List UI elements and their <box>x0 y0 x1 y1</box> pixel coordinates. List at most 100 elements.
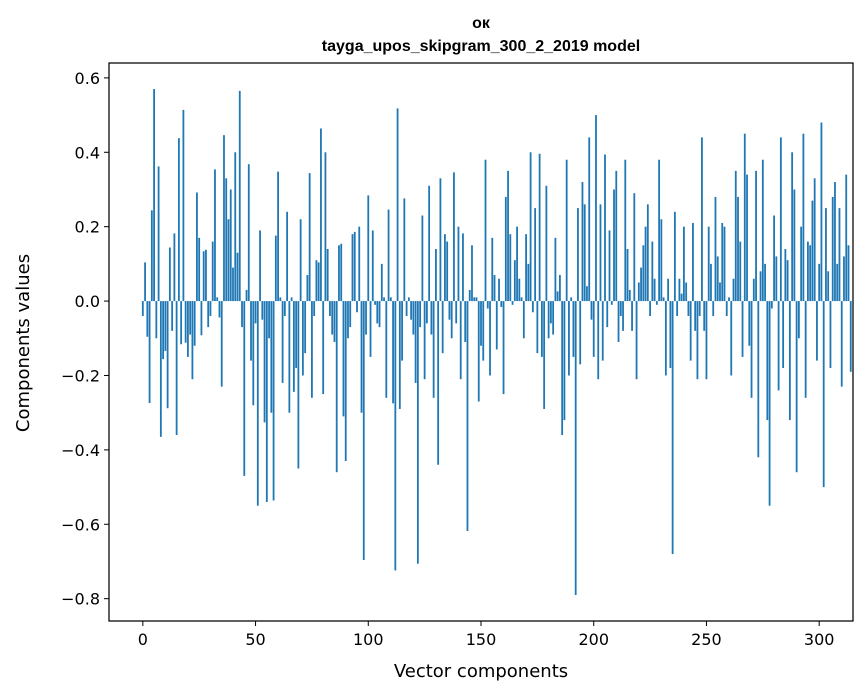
bar-308 <box>836 263 839 302</box>
bar-74 <box>308 173 311 302</box>
bar-37 <box>225 178 228 302</box>
bar-98 <box>362 301 365 560</box>
bar-30 <box>209 301 212 316</box>
bar-292 <box>800 226 803 302</box>
bar-251 <box>707 226 710 302</box>
bar-138 <box>453 172 455 302</box>
bar-105 <box>378 301 381 328</box>
bar-160 <box>502 301 505 395</box>
bar-293 <box>802 133 805 302</box>
bar-56 <box>268 301 270 339</box>
bar-131 <box>437 301 440 465</box>
bar-13 <box>171 301 174 331</box>
bar-92 <box>349 301 352 328</box>
bar-280 <box>773 215 775 302</box>
bar-135 <box>446 241 449 302</box>
bar-183 <box>554 237 557 302</box>
bar-195 <box>581 182 584 302</box>
bar-200 <box>592 301 595 357</box>
bar-137 <box>450 301 453 339</box>
bar-311 <box>843 256 845 302</box>
bar-284 <box>782 301 785 369</box>
bar-306 <box>831 196 834 302</box>
bar-121 <box>414 301 417 383</box>
bar-148 <box>475 297 478 302</box>
bar-115 <box>401 301 403 361</box>
y-axis-label: Components values <box>13 254 34 432</box>
bar-18 <box>182 109 185 302</box>
bar-272 <box>755 170 757 302</box>
bar-52 <box>259 230 261 302</box>
bar-47 <box>247 164 250 302</box>
bar-73 <box>306 275 309 302</box>
bar-132 <box>439 178 442 302</box>
bar-15 <box>175 301 178 435</box>
bar-168 <box>520 297 523 302</box>
bar-305 <box>829 301 832 369</box>
bar-185 <box>559 275 561 302</box>
bar-44 <box>241 301 243 328</box>
bar-203 <box>599 204 602 302</box>
bar-242 <box>687 301 690 316</box>
bar-281 <box>775 256 778 302</box>
bar-7 <box>157 166 160 302</box>
bar-70 <box>299 219 302 302</box>
bar-297 <box>811 200 814 302</box>
x-tick-label: 250 <box>691 630 722 649</box>
bar-107 <box>383 297 385 302</box>
x-tick-label: 300 <box>804 630 835 649</box>
bar-262 <box>732 278 735 302</box>
bar-2 <box>146 301 149 337</box>
bar-123 <box>419 301 422 328</box>
bar-206 <box>606 301 609 328</box>
bar-161 <box>504 196 507 302</box>
bar-118 <box>407 297 410 302</box>
bar-291 <box>797 301 800 339</box>
bar-223 <box>644 226 647 302</box>
bar-139 <box>455 301 458 324</box>
bar-129 <box>432 301 435 398</box>
bar-228 <box>655 301 658 305</box>
bar-117 <box>405 301 408 316</box>
bar-11 <box>166 301 169 409</box>
bar-235 <box>671 301 674 555</box>
bar-3 <box>148 301 151 404</box>
y-tick-label: −0.2 <box>61 366 100 385</box>
bar-188 <box>565 159 568 302</box>
bar-314 <box>849 301 852 372</box>
bar-210 <box>615 170 618 302</box>
bar-128 <box>430 301 433 335</box>
bar-269 <box>748 301 751 346</box>
bar-302 <box>822 301 825 488</box>
bar-108 <box>385 301 388 398</box>
bar-1 <box>144 262 146 302</box>
bar-64 <box>286 211 289 302</box>
bar-299 <box>816 301 818 361</box>
bar-157 <box>495 301 498 350</box>
bar-159 <box>500 301 503 308</box>
bar-48 <box>250 301 252 361</box>
bar-202 <box>597 301 600 380</box>
bar-204 <box>601 301 604 361</box>
x-tick-label: 200 <box>578 630 609 649</box>
bar-268 <box>746 174 748 302</box>
bar-256 <box>719 282 721 302</box>
bar-224 <box>646 204 649 302</box>
y-tick-label: 0.4 <box>75 143 100 162</box>
bar-283 <box>779 137 782 302</box>
bar-8 <box>159 301 162 437</box>
bar-116 <box>403 198 406 302</box>
y-tick-label: 0.6 <box>75 69 100 88</box>
bar-91 <box>347 301 349 339</box>
bar-246 <box>696 301 699 380</box>
bar-250 <box>705 301 708 380</box>
bar-271 <box>752 278 755 302</box>
bar-245 <box>694 301 697 331</box>
bar-127 <box>428 185 431 302</box>
bar-57 <box>270 301 273 413</box>
bar-82 <box>326 249 329 302</box>
bar-231 <box>662 297 665 302</box>
bar-75 <box>311 301 313 398</box>
bar-149 <box>477 301 480 402</box>
